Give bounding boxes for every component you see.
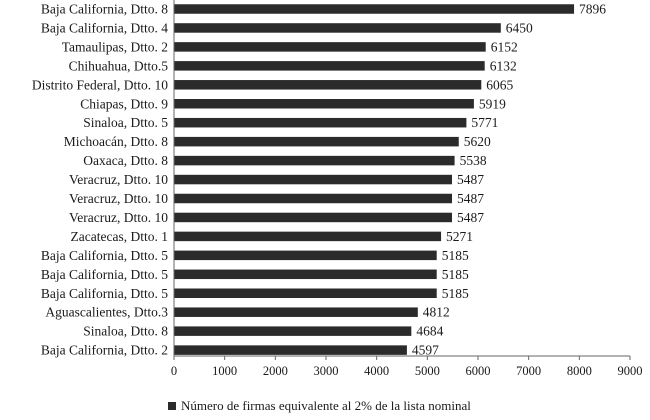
value-label: 5185 (442, 248, 469, 263)
bar (174, 269, 437, 280)
value-label: 5185 (442, 267, 469, 282)
value-label: 5487 (457, 210, 484, 225)
x-tick-label: 8000 (567, 364, 592, 378)
category-label: Baja California, Dtto. 5 (41, 286, 168, 301)
legend: Número de firmas equivalente al 2% de la… (168, 398, 471, 414)
x-tick-label: 3000 (314, 364, 339, 378)
category-label: Sinaloa, Dtto. 5 (83, 115, 168, 130)
category-label: Baja California, Dtto. 4 (41, 20, 168, 35)
value-label: 5487 (457, 172, 484, 187)
bar (174, 231, 442, 242)
bar (174, 212, 453, 223)
category-label: Veracruz, Dtto. 10 (69, 210, 168, 225)
category-label: Veracruz, Dtto. 10 (69, 172, 168, 187)
value-label: 7896 (579, 2, 606, 17)
x-tick-label: 0 (171, 364, 177, 378)
bar (174, 80, 482, 90)
category-label: Baja California, Dtto. 5 (41, 248, 168, 263)
category-label: Aguascalientes, Dtto.3 (45, 305, 168, 320)
value-label: 5919 (479, 96, 506, 111)
value-label: 6450 (506, 20, 533, 35)
category-label: Baja California, Dtto. 5 (41, 267, 168, 282)
x-tick-label: 4000 (364, 364, 389, 378)
bar (174, 174, 453, 185)
category-label: Tamaulipas, Dtto. 2 (62, 39, 168, 54)
bar (174, 99, 474, 109)
x-axis: 0 1000 2000 3000 4000 5000 6000 7000 8000 9000 (171, 0, 643, 378)
bar (174, 117, 467, 128)
category-label: Oaxaca, Dtto. 8 (83, 153, 168, 168)
category-label: Michoacán, Dtto. 8 (64, 134, 168, 149)
value-labels: 7896 6450 6152 6132 6065 5919 5771 5620 5538 5487… (412, 2, 606, 358)
bars-group (174, 4, 575, 355)
legend-swatch (168, 402, 176, 410)
value-label: 5620 (464, 134, 491, 149)
bar (174, 326, 412, 336)
category-label: Veracruz, Dtto. 10 (69, 191, 168, 206)
legend-label: Número de firmas equivalente al 2% de la… (181, 398, 471, 413)
value-label: 5185 (442, 286, 469, 301)
x-tick-label: 6000 (466, 364, 491, 378)
value-label: 4812 (423, 305, 450, 320)
bar (174, 193, 453, 204)
x-tick-label: 9000 (618, 364, 643, 378)
x-tick-label: 5000 (415, 364, 440, 378)
category-label: Sinaloa, Dtto. 8 (83, 324, 168, 339)
x-tick-label: 2000 (263, 364, 288, 378)
value-label: 5487 (457, 191, 484, 206)
category-label: Zacatecas, Dtto. 1 (71, 229, 168, 244)
value-label: 5771 (471, 115, 498, 130)
bar (174, 4, 575, 14)
bar (174, 307, 418, 317)
category-label: Chiapas, Dtto. 9 (80, 96, 168, 111)
value-label: 4597 (412, 343, 439, 358)
x-tick-label: 1000 (212, 364, 237, 378)
bar (174, 250, 437, 261)
value-label: 5271 (446, 229, 473, 244)
category-label: Baja California, Dtto. 8 (41, 2, 168, 17)
bar (174, 61, 485, 71)
bar (174, 23, 501, 33)
category-label: Chihuahua, Dtto.5 (69, 58, 169, 73)
category-labels: Baja California, Dtto. 8 Baja California,… (32, 2, 168, 358)
value-label: 6152 (491, 39, 518, 54)
value-label: 5538 (460, 153, 487, 168)
category-label: Baja California, Dtto. 2 (41, 343, 168, 358)
value-label: 6065 (486, 77, 513, 92)
value-label: 4684 (416, 324, 443, 339)
category-label: Distrito Federal, Dtto. 10 (32, 77, 168, 92)
bar (174, 288, 437, 298)
bar (174, 345, 407, 355)
x-tick-label: 7000 (516, 364, 541, 378)
bar (174, 42, 486, 52)
bar (174, 155, 455, 166)
value-label: 6132 (490, 58, 517, 73)
bar (174, 136, 459, 147)
